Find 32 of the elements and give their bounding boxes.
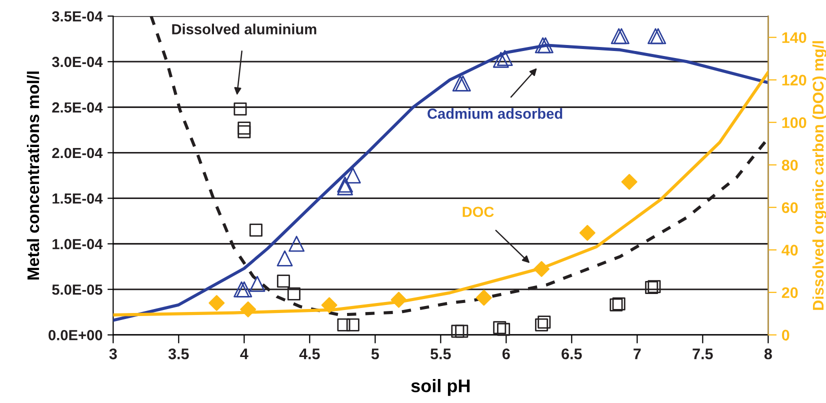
y2-tick-label: 80 [782,160,798,171]
annotation: Cadmium adsorbed [428,108,562,119]
y2-tick-label: 140 [782,32,806,44]
y-tick-label: 3.0E-04 [52,56,103,68]
y-tick-label: 3.5E-04 [52,11,103,22]
y-tick-label: 1.5E-04 [52,193,103,204]
x-tick-label: 7.5 [692,348,713,360]
x-tick-label: 7 [634,348,641,360]
x-axis-title: soil pH [411,378,470,396]
y2-tick-label: 0 [782,330,790,341]
y-tick-label: 2.5E-04 [52,102,103,113]
y2-tick-label: 40 [782,244,798,256]
y2-tick-label: 60 [782,202,798,214]
x-tick-label: 5.5 [430,348,451,360]
x-tick-label: 4.5 [299,348,320,360]
y-tick-label: 0.0E+00 [48,330,102,340]
y2-tick-label: 20 [782,287,798,298]
y-axis-title: Metal concentrations mol/l [26,72,40,280]
annotation: Dissolved aluminium [172,24,316,34]
x-tick-label: 5 [371,348,379,360]
annotation: DOC [462,206,494,218]
x-tick-label: 3.5 [168,348,189,360]
y-tick-label: 1.0E-04 [52,238,103,250]
y-tick-label: 5.0E-05 [52,284,102,295]
x-tick-label: 8 [764,348,772,360]
x-tick-label: 6 [502,348,510,360]
y2-tick-label: 120 [782,74,806,86]
y-tick-label: 2.0E-04 [52,148,103,158]
y2-tick-label: 100 [782,117,806,128]
x-tick-label: 4 [240,348,248,360]
x-tick-label: 6.5 [562,348,582,360]
x-tick-label: 3 [109,348,117,360]
